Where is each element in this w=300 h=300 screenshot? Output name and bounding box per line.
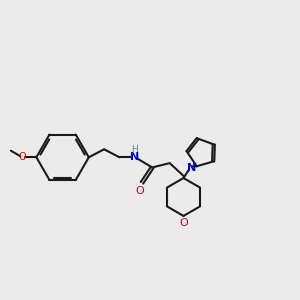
Text: H: H — [131, 145, 138, 154]
Text: N: N — [187, 163, 196, 173]
Text: O: O — [19, 152, 26, 162]
Text: O: O — [136, 186, 145, 196]
Text: O: O — [179, 218, 188, 228]
Text: N: N — [130, 152, 139, 162]
